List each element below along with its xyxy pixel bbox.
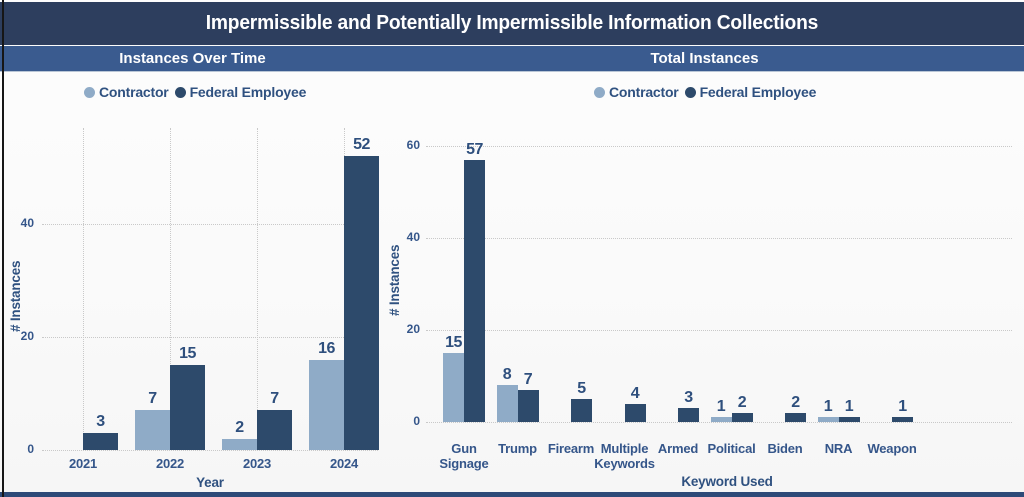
legend-instances-over-time: Contractor Federal Employee (84, 84, 306, 100)
data-label-contractor: 8 (502, 366, 512, 384)
x-axis-category-label: NRA (824, 441, 853, 456)
left-edge-border (2, 0, 4, 497)
legend-total-instances: Contractor Federal Employee (594, 84, 816, 100)
gridline-horizontal (42, 224, 378, 225)
y-axis-tick-label: 60 (406, 138, 420, 152)
data-label-contractor: 15 (445, 334, 462, 351)
data-label-federal-employee: 57 (466, 140, 483, 158)
section-header-instances-over-time: Instances Over Time (119, 50, 266, 67)
gridline-horizontal (42, 337, 378, 338)
data-label-contractor: 2 (235, 418, 244, 436)
page-title: Impermissible and Potentially Impermissi… (205, 12, 819, 34)
x-axis-category-label: 2024 (329, 456, 359, 471)
bottom-strip (0, 492, 1024, 497)
x-axis-category-label: Political (707, 441, 756, 456)
data-label-contractor: 16 (318, 339, 335, 357)
bar-federal-employee[interactable] (624, 403, 646, 422)
x-axis-category-label: Armed (657, 441, 699, 456)
bar-federal-employee[interactable] (83, 433, 118, 450)
data-label-federal-employee: 2 (737, 393, 747, 411)
data-label-federal-employee: 7 (270, 390, 279, 408)
data-label-federal-employee: 1 (844, 398, 854, 416)
bar-federal-employee[interactable] (571, 399, 592, 422)
gridline-horizontal (42, 450, 378, 451)
x-axis-category-label: Multiple Keywords (594, 441, 655, 471)
legend-label-contractor: Contractor (99, 84, 169, 100)
gridline-vertical (83, 128, 84, 450)
x-axis-category-label: 2021 (68, 456, 98, 471)
legend-item-contractor[interactable]: Contractor (594, 84, 679, 100)
section-header-total-instances: Total Instances (650, 50, 759, 67)
data-label-federal-employee: 7 (523, 370, 533, 388)
data-label-federal-employee: 5 (577, 380, 586, 397)
legend-item-contractor[interactable]: Contractor (84, 84, 169, 100)
data-label-contractor: 1 (823, 398, 833, 416)
legend-label-contractor: Contractor (609, 84, 679, 100)
bar-federal-employee[interactable] (464, 159, 485, 422)
y-axis-title: # Instances (387, 244, 402, 316)
bar-federal-employee[interactable] (344, 156, 379, 450)
gridline-horizontal (426, 422, 1012, 423)
y-axis-tick-label: 40 (20, 216, 34, 230)
data-label-contractor: 1 (716, 398, 726, 416)
data-label-federal-employee: 1 (898, 398, 907, 416)
gridline-horizontal (426, 146, 1012, 147)
x-axis-category-label: Weapon (867, 441, 917, 456)
x-axis-category-label: Biden (767, 441, 803, 456)
y-axis-tick-label: 0 (27, 442, 34, 456)
x-axis-category-label: Trump (498, 441, 537, 456)
x-axis-category-label: 2023 (242, 456, 272, 471)
legend-label-federal-employee: Federal Employee (189, 84, 307, 100)
legend-item-federal-employee[interactable]: Federal Employee (174, 84, 307, 100)
bar-federal-employee[interactable] (838, 417, 860, 422)
contractor-swatch-icon (84, 86, 95, 98)
bar-contractor[interactable] (817, 417, 839, 422)
bar-contractor[interactable] (309, 359, 344, 450)
data-label-contractor: 7 (148, 390, 157, 408)
bar-federal-employee[interactable] (678, 408, 699, 422)
legend-item-federal-employee[interactable]: Federal Employee (684, 84, 817, 100)
data-label-federal-employee: 15 (179, 345, 196, 363)
title-bar: Impermissible and Potentially Impermissi… (0, 2, 1024, 45)
bar-federal-employee[interactable] (731, 412, 753, 422)
data-label-federal-employee: 4 (630, 384, 640, 402)
bar-federal-employee[interactable] (892, 417, 913, 422)
bar-contractor[interactable] (496, 385, 518, 422)
contractor-swatch-icon (594, 86, 605, 98)
x-axis-category-label: 2022 (155, 456, 185, 471)
federal-employee-swatch-icon (174, 86, 186, 98)
federal-employee-swatch-icon (684, 86, 696, 98)
x-axis-title: Keyword Used (681, 474, 773, 489)
gridline-vertical (170, 128, 171, 450)
data-label-federal-employee: 3 (96, 413, 105, 431)
x-axis-category-label: Firearm (547, 441, 595, 456)
legend-label-federal-employee: Federal Employee (699, 84, 817, 100)
x-axis-title: Year (196, 475, 224, 490)
data-label-federal-employee: 2 (791, 393, 800, 411)
section-header-bar: Instances Over Time Total Instances (0, 46, 1024, 72)
y-axis-tick-label: 40 (406, 230, 420, 244)
bar-contractor[interactable] (710, 417, 732, 422)
x-axis-category-label: Gun Signage (439, 441, 489, 471)
y-axis-tick-label: 0 (413, 414, 420, 428)
y-axis-title: # Instances (8, 260, 23, 332)
bar-contractor[interactable] (135, 410, 170, 450)
bar-federal-employee[interactable] (517, 389, 539, 422)
gridline-horizontal (426, 238, 1012, 239)
bar-federal-employee[interactable] (785, 412, 806, 422)
y-axis-tick-label: 20 (20, 329, 34, 343)
bar-contractor[interactable] (443, 353, 464, 422)
data-label-federal-employee: 3 (684, 389, 693, 407)
bar-federal-employee[interactable] (170, 365, 205, 450)
gridline-horizontal (426, 330, 1012, 331)
data-label-federal-employee: 52 (353, 136, 370, 154)
bar-contractor[interactable] (222, 438, 257, 450)
y-axis-tick-label: 20 (406, 322, 420, 336)
gridline-vertical (257, 128, 258, 450)
bar-federal-employee[interactable] (257, 410, 292, 450)
